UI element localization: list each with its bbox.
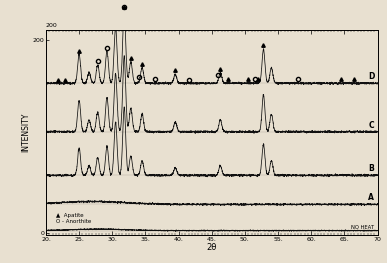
Text: A: A: [368, 194, 374, 203]
Text: C: C: [368, 121, 374, 130]
Text: ▲  Apatite: ▲ Apatite: [56, 213, 84, 218]
Text: D: D: [368, 72, 374, 81]
Text: O - Anorthite: O - Anorthite: [56, 219, 91, 224]
Text: B: B: [368, 164, 374, 173]
Text: 200: 200: [46, 23, 58, 28]
X-axis label: 2θ: 2θ: [207, 243, 217, 252]
Y-axis label: INTENSITY: INTENSITY: [21, 113, 30, 152]
Text: NO HEAT: NO HEAT: [351, 225, 374, 230]
